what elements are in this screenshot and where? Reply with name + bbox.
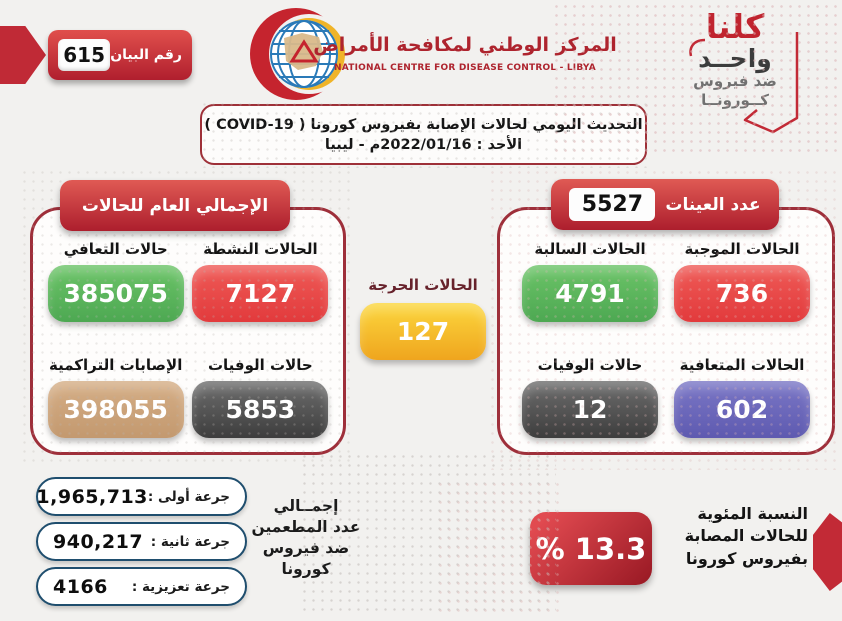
positive-cases-label: الحالات الموجبة <box>684 240 800 258</box>
positive-cases-value: 736 <box>674 265 810 322</box>
bulletin-title: التحديث اليومي لحالات الإصابة بفيروس كور… <box>204 116 643 133</box>
deaths-daily-value: 12 <box>522 381 658 438</box>
booster-dose-value: 4166 <box>53 575 108 598</box>
first-dose-value: 1,965,713 <box>36 485 148 508</box>
slogan-outline-shape <box>689 32 799 134</box>
positive-cases-card: الحالات الموجبة 736 <box>674 240 810 322</box>
report-number-value: 615 <box>58 39 111 71</box>
deaths-total-card: حالات الوفيات 5853 <box>192 356 329 438</box>
left-arrow-icon <box>813 513 842 591</box>
logo-english-name: NATIONAL CENTRE FOR DISEASE CONTROL - LI… <box>334 62 596 73</box>
ncdc-crescent-globe-logo <box>246 4 358 104</box>
vaccinated-total-line-2: عدد المطعمين <box>251 517 361 536</box>
samples-header-value: 5527 <box>569 188 656 221</box>
vaccinated-total-line-3: ضد فيروس كورونا <box>262 538 350 578</box>
first-dose-label: جرعة أولى : <box>147 488 230 505</box>
cumulative-cases-value: 398055 <box>47 381 184 438</box>
active-cases-value: 7127 <box>192 265 329 322</box>
cumulative-cases-card: الإصابات التراكمية 398055 <box>47 356 184 438</box>
totals-panel-header: الإجمالي العام للحالات <box>60 180 290 231</box>
infection-percentage-value: % 13.3 <box>535 531 647 566</box>
deaths-daily-label: حالات الوفيات <box>537 356 643 374</box>
negative-cases-label: الحالات السالبة <box>534 240 646 258</box>
deaths-daily-card: حالات الوفيات 12 <box>522 356 658 438</box>
second-dose-pill: جرعة ثانية : 940,217 <box>36 522 247 561</box>
daily-samples-panel: الحالات الموجبة 736 الحالات السالبة 4791… <box>497 207 835 455</box>
logo-wordmark: المركز الوطني لمكافحة الأمراض NATIONAL C… <box>313 18 617 88</box>
samples-panel-header: عدد العينات 5527 <box>551 179 779 230</box>
recovered-total-label: حالات التعافي <box>63 240 168 258</box>
booster-dose-pill: جرعة تعزيزية : 4166 <box>36 567 247 606</box>
negative-cases-value: 4791 <box>522 265 658 322</box>
recovered-total-value: 385075 <box>47 265 184 322</box>
deaths-total-label: حالات الوفيات <box>207 356 313 374</box>
report-number-label: رقم البيان <box>110 47 182 63</box>
negative-cases-card: الحالات السالبة 4791 <box>522 240 658 322</box>
percentage-caption-line-1: النسبة المئوية <box>697 504 808 523</box>
infection-percentage-caption: النسبة المئوية للحالات المصابة بفيروس كو… <box>652 503 808 570</box>
totals-panel: الحالات النشطة 7127 حالات التعافي 385075… <box>30 207 346 455</box>
totals-header-label: الإجمالي العام للحالات <box>81 195 269 216</box>
vaccinated-total-line-1: إجمــالي <box>273 497 339 515</box>
deaths-total-value: 5853 <box>192 381 329 438</box>
logo-arabic-name: المركز الوطني لمكافحة الأمراض <box>313 33 617 56</box>
active-cases-label: الحالات النشطة <box>203 240 318 258</box>
first-dose-pill: جرعة أولى : 1,965,713 <box>36 477 247 516</box>
second-dose-value: 940,217 <box>53 530 144 553</box>
recovered-daily-value: 602 <box>674 381 810 438</box>
totals-row-2: حالات الوفيات 5853 الإصابات التراكمية 39… <box>39 356 337 438</box>
critical-cases-card: الحالات الحرجة 127 <box>350 276 496 360</box>
percentage-caption-line-3: بفيروس كورونا <box>685 548 808 568</box>
recovered-daily-label: الحالات المتعافية <box>679 356 805 374</box>
active-cases-card: الحالات النشطة 7127 <box>192 240 329 322</box>
samples-header-label: عدد العينات <box>665 194 761 215</box>
daily-row-1: الحالات الموجبة 736 الحالات السالبة 4791 <box>506 240 826 322</box>
bulletin-title-box: التحديث اليومي لحالات الإصابة بفيروس كور… <box>200 104 647 165</box>
vaccinated-total-caption: إجمــالي عدد المطعمين ضد فيروس كورونا <box>240 496 372 580</box>
report-number-badge: رقم البيان 615 <box>48 30 192 80</box>
totals-row-1: الحالات النشطة 7127 حالات التعافي 385075 <box>39 240 337 322</box>
critical-cases-value: 127 <box>360 303 486 360</box>
percentage-caption-line-2: للحالات المصابة <box>684 526 808 546</box>
recovered-daily-card: الحالات المتعافية 602 <box>674 356 810 438</box>
bulletin-date: الأحد : 2022/01/16م - ليبيا <box>324 136 523 153</box>
recovered-total-card: حالات التعافي 385075 <box>47 240 184 322</box>
booster-dose-label: جرعة تعزيزية : <box>131 578 230 595</box>
infection-percentage-box: % 13.3 <box>530 512 652 585</box>
slogan-block: كلنا واحــد ضد فيروس كــورونــا <box>645 9 825 138</box>
cumulative-cases-label: الإصابات التراكمية <box>49 356 183 374</box>
critical-cases-label: الحالات الحرجة <box>368 276 478 294</box>
second-dose-label: جرعة ثانية : <box>150 533 230 550</box>
daily-row-2: الحالات المتعافية 602 حالات الوفيات 12 <box>506 356 826 438</box>
right-arrow-icon <box>0 26 46 84</box>
